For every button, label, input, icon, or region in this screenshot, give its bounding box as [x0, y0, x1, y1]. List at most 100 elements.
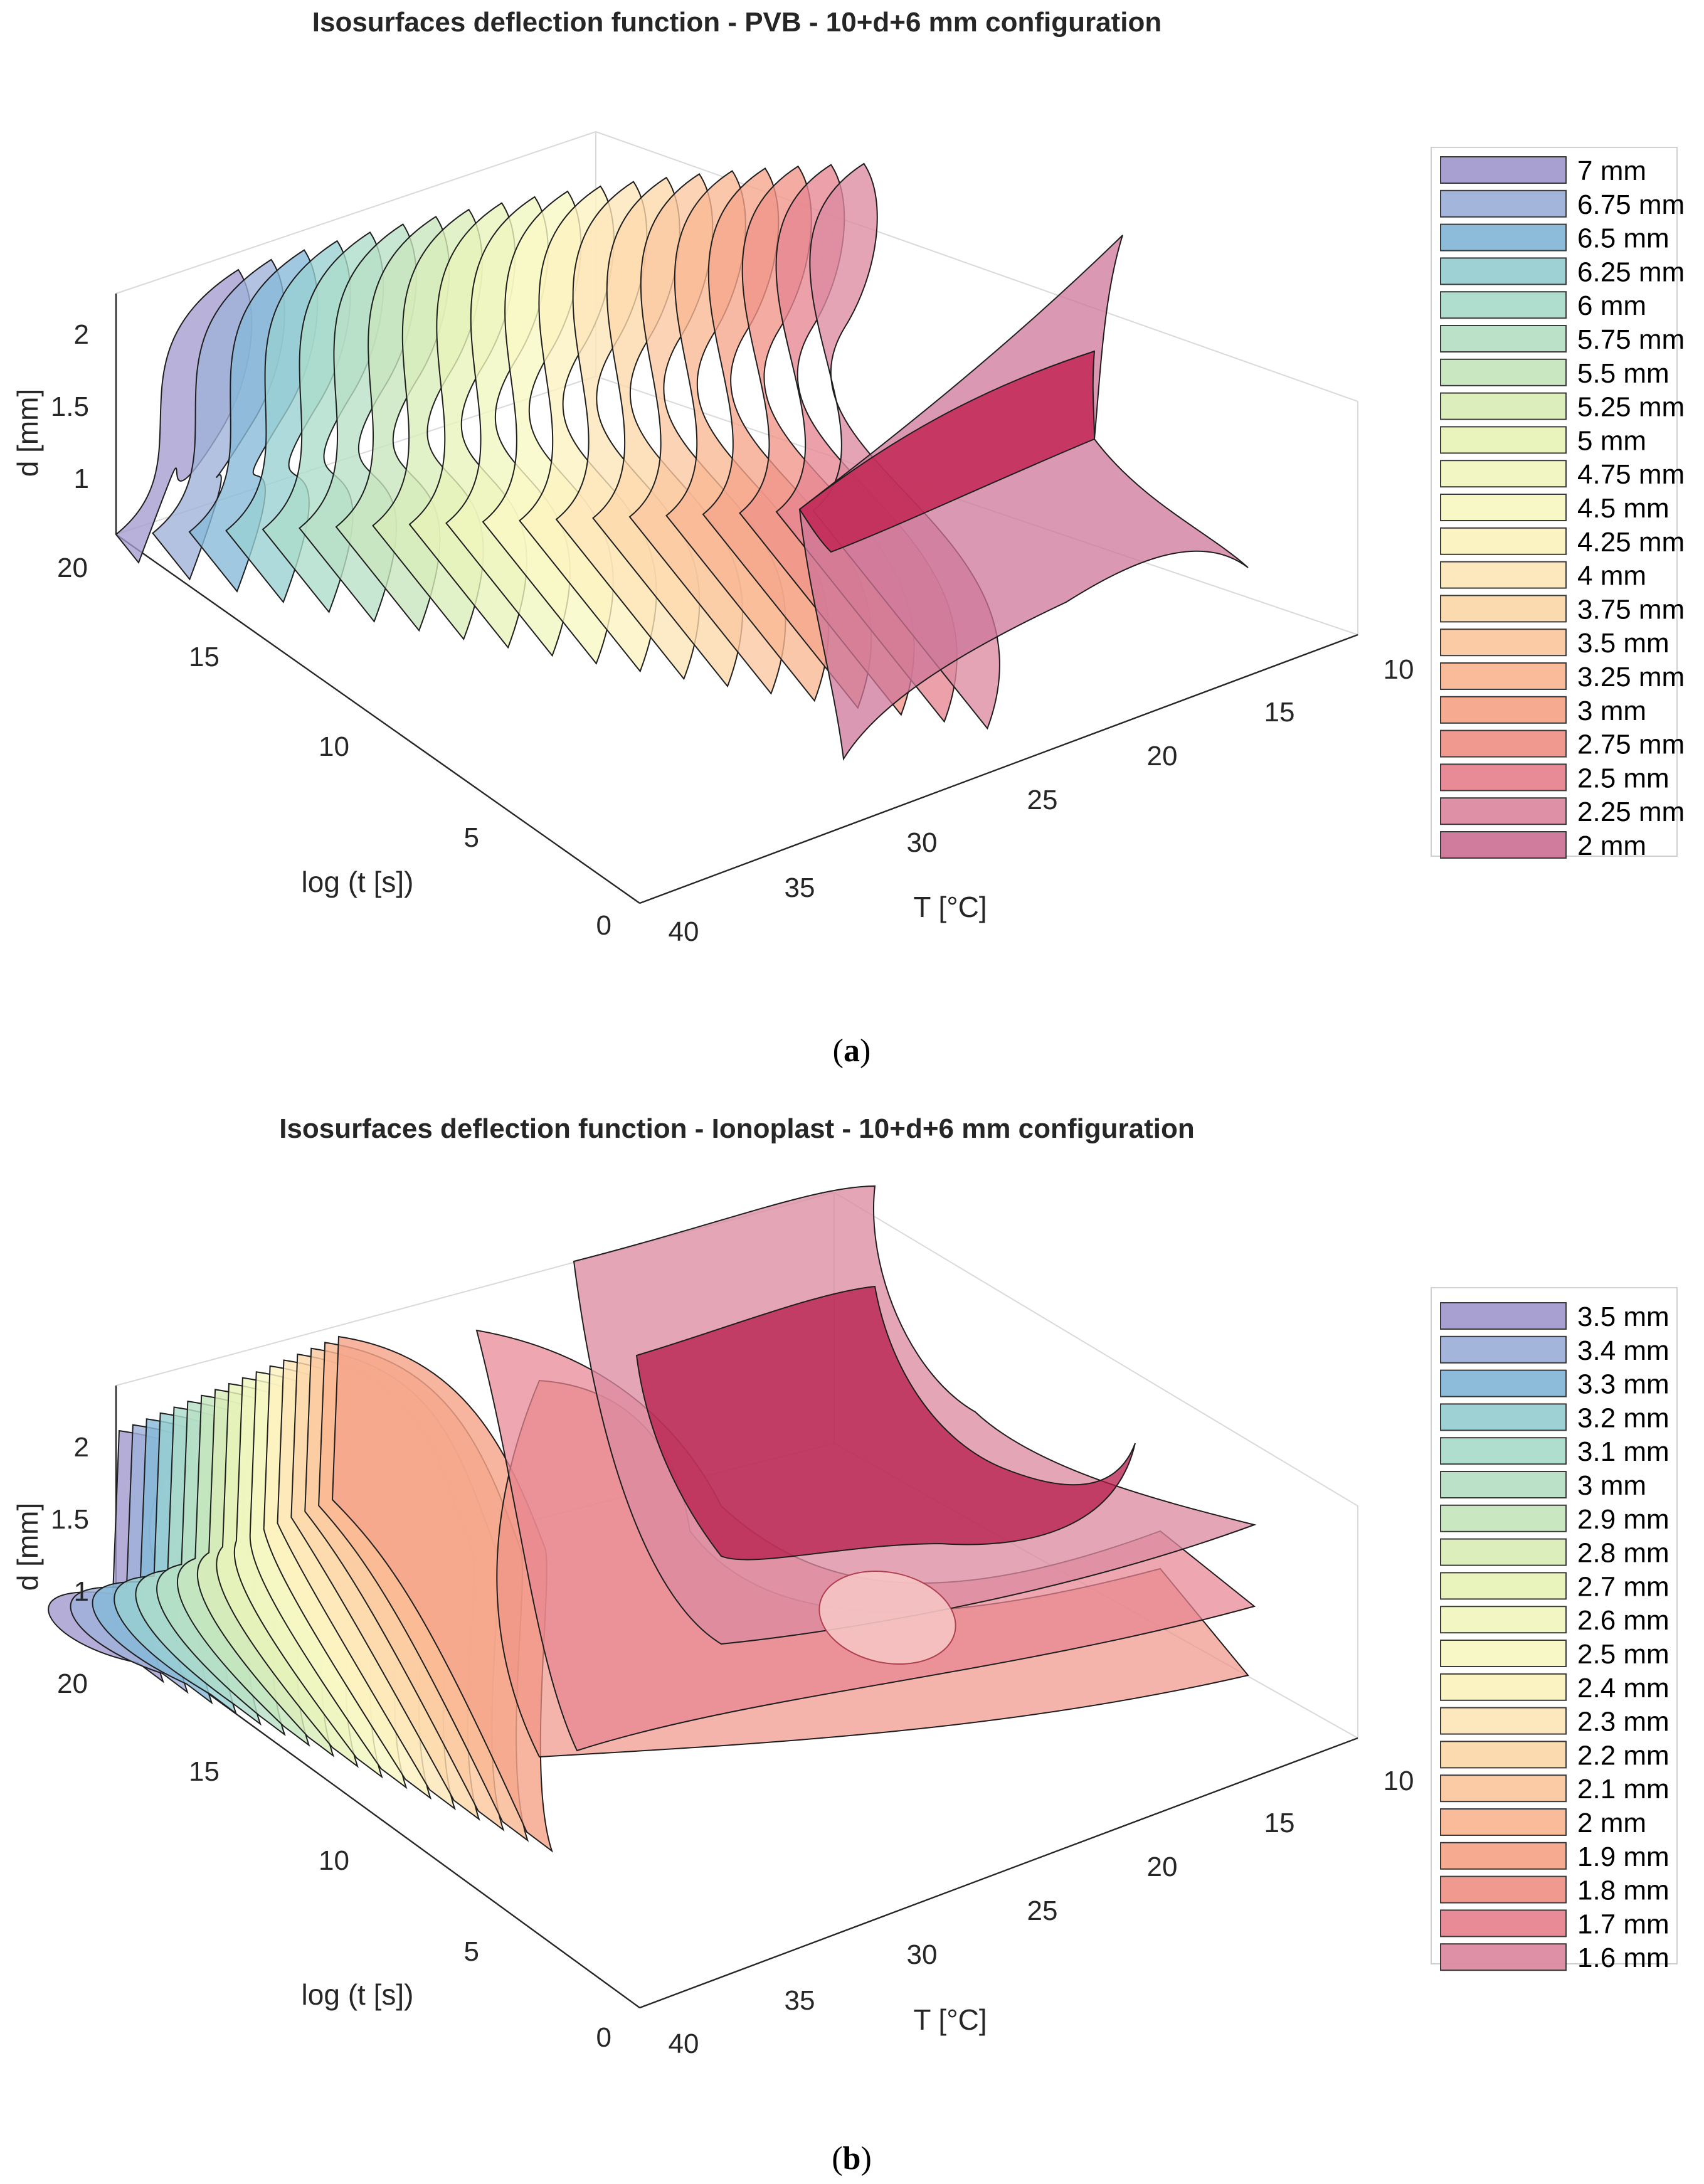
legend-swatch — [1440, 1640, 1567, 1667]
legend-swatch — [1440, 460, 1567, 488]
x-tick-label: 25 — [1027, 785, 1058, 815]
x-axis-line — [639, 1737, 1358, 2009]
legend-entry: 5.5 mm — [1577, 358, 1670, 389]
y-axis-label: log (t [s]) — [302, 866, 414, 898]
legend-entry: 3.4 mm — [1577, 1335, 1670, 1366]
legend-swatch — [1440, 561, 1567, 589]
z-tick-label: 1 — [74, 464, 89, 494]
legend-swatch — [1440, 1369, 1567, 1397]
legend-entry: 3.25 mm — [1577, 662, 1685, 692]
legend-swatch — [1440, 257, 1567, 285]
chart-title: Isosurfaces deflection function - Ionopl… — [279, 1113, 1195, 1144]
legend-swatch — [1440, 1504, 1567, 1532]
y-tick-label: 20 — [57, 1668, 88, 1699]
legend-swatch — [1440, 392, 1567, 420]
legend: 3.5 mm3.4 mm3.3 mm3.2 mm3.1 mm3 mm2.9 mm… — [1431, 1287, 1678, 1973]
legend-entry: 3.5 mm — [1577, 1301, 1670, 1332]
legend-entry: 2.5 mm — [1577, 1639, 1670, 1670]
legend-swatch — [1440, 1335, 1567, 1364]
z-tick-label: 2 — [74, 319, 89, 350]
z-axis-label: d [mm] — [11, 1503, 44, 1591]
y-tick-labels: 20 15 10 5 0 — [57, 553, 611, 941]
z-tick-label: 1.5 — [51, 1504, 89, 1535]
legend-entry: 2.2 mm — [1577, 1740, 1670, 1771]
legend-swatch — [1440, 325, 1567, 353]
legend-swatch — [1440, 494, 1567, 521]
legend-swatch — [1440, 1875, 1567, 1904]
z-tick-label: 2 — [74, 1432, 89, 1463]
y-tick-label: 15 — [189, 642, 220, 672]
legend-swatch — [1440, 358, 1567, 386]
z-tick-label: 1 — [74, 1576, 89, 1607]
figure-caption: (a) — [833, 1033, 871, 1069]
legend: 7 mm6.75 mm6.5 mm6.25 mm6 mm5.75 mm5.5 m… — [1431, 147, 1685, 861]
y-tick-label: 0 — [596, 2022, 611, 2053]
legend-swatch — [1440, 527, 1567, 555]
isosurface-2mm-front-face — [798, 350, 1096, 553]
legend-entry: 3 mm — [1577, 1470, 1646, 1501]
isosurface-2mm — [798, 235, 1249, 761]
x-tick-label: 40 — [669, 916, 699, 947]
legend-swatch — [1440, 797, 1567, 825]
legend-entry: 2.6 mm — [1577, 1605, 1670, 1636]
x-tick-label: 30 — [907, 827, 938, 858]
legend-swatch — [1440, 1437, 1567, 1465]
legend-entry: 4.5 mm — [1577, 493, 1670, 524]
legend-swatch — [1440, 1808, 1567, 1836]
legend-entry: 3 mm — [1577, 696, 1646, 726]
legend-entry: 6.5 mm — [1577, 223, 1670, 254]
legend-entry: 2.4 mm — [1577, 1673, 1670, 1704]
legend-swatch — [1440, 1707, 1567, 1735]
legend-entry: 5 mm — [1577, 425, 1646, 456]
x-tick-label: 10 — [1384, 654, 1414, 685]
legend-swatch — [1440, 426, 1567, 454]
legend-entry: 7 mm — [1577, 156, 1646, 186]
legend-swatch — [1440, 662, 1567, 690]
legend-swatch — [1440, 1842, 1567, 1870]
panel-b: Isosurfaces deflection function - Ionopl… — [0, 1092, 1704, 2184]
y-tick-label: 5 — [464, 822, 479, 853]
legend-swatch — [1440, 1673, 1567, 1701]
legend-entry: 1.6 mm — [1577, 1943, 1670, 1973]
x-tick-label: 15 — [1264, 697, 1295, 728]
legend-swatch — [1440, 1606, 1567, 1634]
x-tick-label: 35 — [785, 872, 815, 903]
isosurface-sheets — [48, 1185, 1257, 1853]
legend-entry: 5.75 mm — [1577, 324, 1685, 355]
legend-swatch — [1440, 628, 1567, 657]
x-tick-label: 25 — [1027, 1895, 1058, 1926]
chart-title: Isosurfaces deflection function - PVB - … — [312, 7, 1162, 38]
isosurface-core-region — [635, 1285, 1136, 1561]
legend-entry: 2.7 mm — [1577, 1571, 1670, 1602]
legend-swatch — [1440, 1909, 1567, 1938]
legend-entry: 2.5 mm — [1577, 763, 1670, 793]
z-axis-label: d [mm] — [11, 389, 44, 477]
legend-entry: 3.5 mm — [1577, 628, 1670, 659]
y-tick-label: 0 — [596, 910, 611, 941]
x-tick-label: 40 — [669, 2028, 699, 2059]
isosurface-sheets — [115, 162, 1249, 761]
legend-swatch — [1440, 831, 1567, 859]
legend-entry: 2.75 mm — [1577, 729, 1685, 760]
back-right-edge — [833, 1192, 1358, 1507]
legend-swatch — [1440, 156, 1567, 184]
x-axis-label: T [°C] — [913, 2003, 987, 2036]
y-tick-labels: 20 15 10 5 0 — [57, 1668, 611, 2053]
x-tick-label: 35 — [785, 1985, 815, 2016]
legend-entry: 1.9 mm — [1577, 1842, 1670, 1872]
x-tick-labels: 40 35 30 25 20 15 10 — [669, 1766, 1414, 2059]
back-top-edge — [115, 131, 596, 294]
figure-caption: (b) — [832, 2141, 872, 2176]
legend-swatch — [1440, 1302, 1567, 1330]
chart-a: Isosurfaces deflection function - PVB - … — [11, 7, 1685, 1069]
z-tick-labels: 2 1.5 1 — [51, 1432, 89, 1607]
y-tick-label: 5 — [464, 1936, 479, 1967]
legend-entry: 4.75 mm — [1577, 459, 1685, 490]
chart-b: Isosurfaces deflection function - Ionopl… — [11, 1113, 1678, 2176]
legend-entry: 5.25 mm — [1577, 392, 1685, 423]
z-tick-labels: 2 1.5 1 — [51, 319, 89, 494]
legend-swatch — [1440, 189, 1567, 218]
legend-entry: 4 mm — [1577, 561, 1646, 591]
legend-entry: 2.1 mm — [1577, 1774, 1670, 1805]
x-axis-line — [639, 633, 1358, 904]
